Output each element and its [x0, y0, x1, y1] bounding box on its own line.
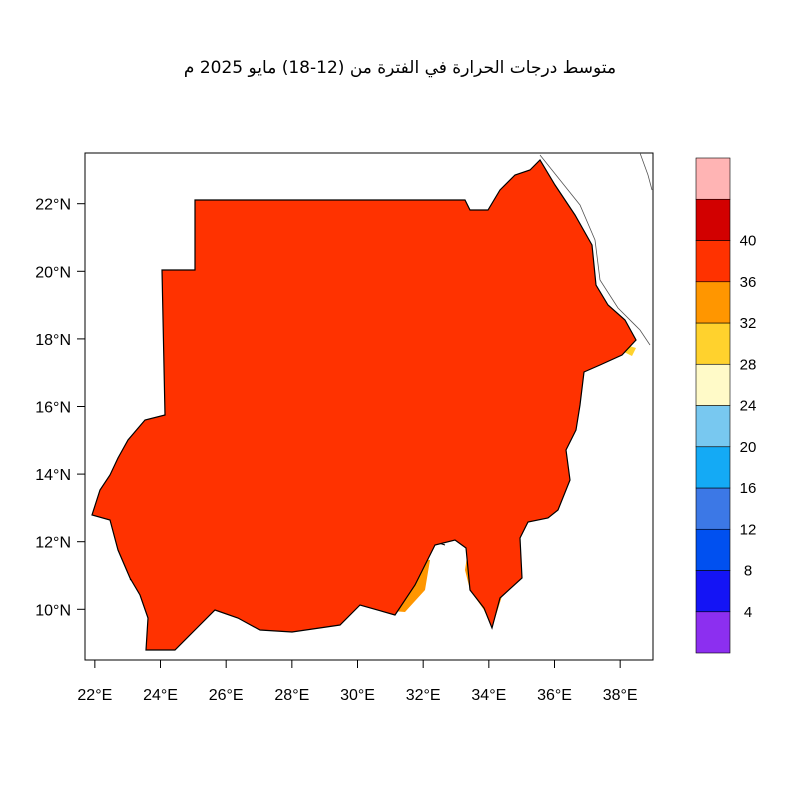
lon-tick-label: 36°E: [537, 687, 572, 704]
lat-tick-label: 14°N: [35, 467, 71, 484]
colorbar-label: 16: [740, 480, 757, 497]
colorbar-label: 32: [740, 315, 757, 332]
lat-tick-label: 16°N: [35, 400, 71, 417]
colorbar-label: 20: [740, 439, 757, 456]
colorbar-label: 8: [744, 563, 752, 580]
latitude-axis: 10°N 12°N 14°N 16°N 18°N 20°N 22°N: [35, 197, 85, 619]
map-title: متوسط درجات الحرارة في الفترة من (12-18)…: [183, 58, 617, 78]
colorbar-swatch: [695, 363, 731, 406]
red-sea-coastline: [539, 154, 651, 346]
temperature-field: [91, 159, 637, 651]
lon-tick-label: 26°E: [209, 687, 244, 704]
colorbar-swatch: [695, 570, 731, 613]
colorbar-label: 40: [740, 233, 757, 250]
lon-tick-label: 32°E: [406, 687, 441, 704]
colorbar-label: 28: [740, 356, 757, 373]
lon-tick-label: 38°E: [603, 687, 638, 704]
colorbar-swatch: [695, 528, 731, 571]
colorbar-label: 24: [740, 398, 757, 415]
colorbar-swatch: [695, 157, 731, 200]
lat-tick-label: 20°N: [35, 264, 71, 281]
colorbar-swatch: [695, 487, 731, 530]
colorbar-swatch: [695, 281, 731, 324]
lat-tick-label: 22°N: [35, 197, 71, 214]
colorbar-swatch: [695, 405, 731, 448]
colorbar-label: 36: [740, 274, 757, 291]
colorbar-label: 12: [740, 521, 757, 538]
lon-tick-label: 28°E: [274, 687, 309, 704]
lon-tick-label: 22°E: [77, 687, 112, 704]
colorbar-swatch: [695, 446, 731, 489]
colorbar-swatch: [695, 198, 731, 241]
colorbar: 4 8 12 16 20 24 28 32 36 40: [695, 157, 757, 654]
lon-tick-label: 34°E: [471, 687, 506, 704]
colorbar-swatch: [695, 611, 731, 654]
colorbar-label: 4: [744, 604, 752, 621]
egypt-coastline: [639, 152, 653, 191]
lon-tick-label: 30°E: [340, 687, 375, 704]
lat-tick-label: 10°N: [35, 602, 71, 619]
lat-tick-label: 12°N: [35, 535, 71, 552]
colorbar-swatch: [695, 240, 731, 283]
lon-tick-label: 24°E: [143, 687, 178, 704]
lat-tick-label: 18°N: [35, 332, 71, 349]
colorbar-swatch: [695, 322, 731, 365]
longitude-axis: 22°E 24°E 26°E 28°E 30°E 32°E 34°E 36°E 38°E: [77, 660, 638, 704]
